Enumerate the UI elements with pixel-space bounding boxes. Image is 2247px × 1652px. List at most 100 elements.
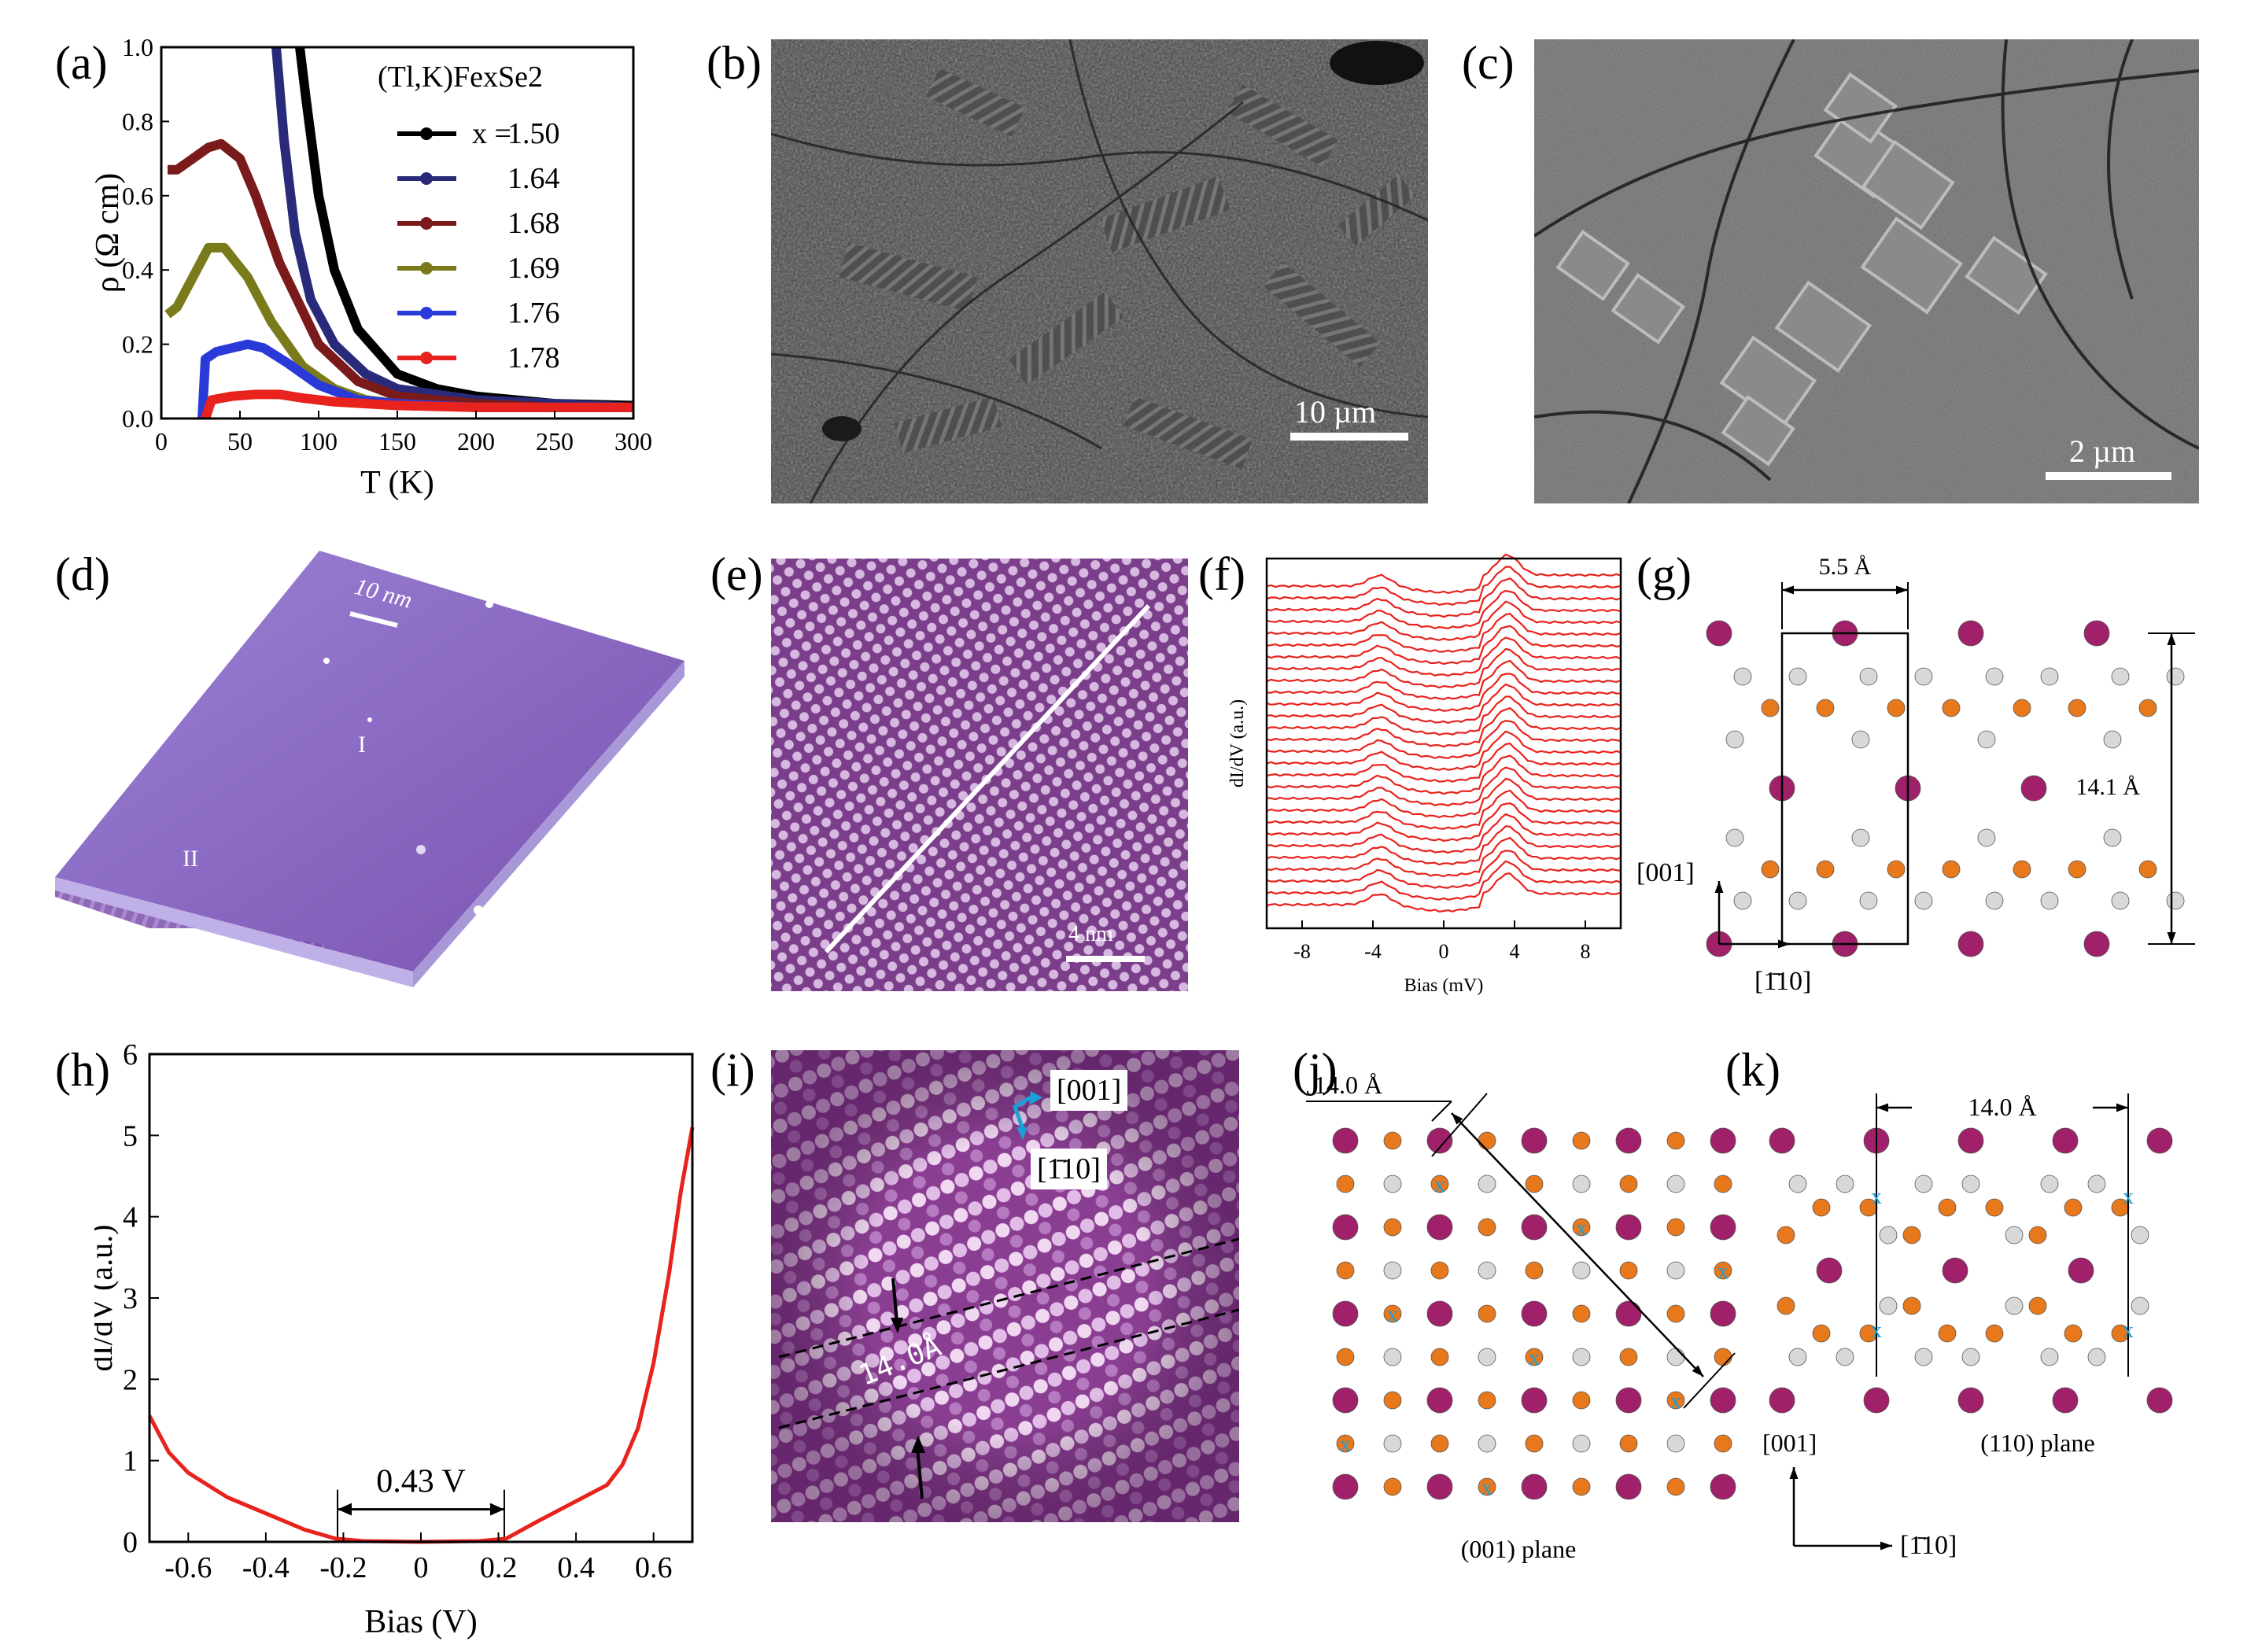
atom — [1961, 1174, 1980, 1193]
y-tick-label: 2 — [123, 1363, 138, 1396]
dim-arrow-left-head — [1876, 1103, 1889, 1112]
atom — [1336, 1261, 1355, 1280]
y-tick-label: 5 — [123, 1119, 138, 1152]
x-tick-label: -0.4 — [242, 1551, 290, 1584]
atom — [1816, 1257, 1843, 1284]
atom — [1788, 891, 1807, 910]
legend-marker-2 — [420, 217, 433, 230]
atom — [1426, 1473, 1453, 1500]
atom — [1619, 1174, 1638, 1193]
atom — [1816, 699, 1835, 717]
atom — [1336, 1174, 1355, 1193]
atom — [1332, 1473, 1359, 1500]
atom — [1426, 1387, 1453, 1414]
atom — [1733, 667, 1752, 686]
atom — [1521, 1387, 1548, 1414]
series-line-2 — [168, 138, 633, 412]
atom — [1666, 1434, 1685, 1453]
axis-arrow-horizontal-head — [1880, 1541, 1892, 1551]
vacancy-mark: x — [1871, 1185, 1882, 1209]
crystal-structure-110-plane: 14.0 Å x x x x [001] (110) plane [1̄10] — [1762, 1093, 2173, 1560]
atom — [2052, 1387, 2079, 1414]
atom — [1332, 1127, 1359, 1154]
atom — [1332, 1300, 1359, 1327]
magenta-atom — [1706, 620, 1732, 647]
panel-label-a: (a) — [55, 37, 108, 89]
atom — [2013, 699, 2031, 717]
atom — [1383, 1434, 1402, 1453]
atom — [2068, 1257, 2094, 1284]
atom — [2146, 1127, 2173, 1154]
atom — [1478, 1174, 1496, 1193]
x-tick-label: -0.2 — [319, 1551, 367, 1584]
x-tick-label: 300 — [614, 427, 652, 455]
atom — [1336, 1434, 1355, 1453]
dir-label-001: [001] — [1050, 1070, 1128, 1111]
atom — [1572, 1218, 1591, 1237]
atom — [1714, 1434, 1732, 1453]
y-tick-label: 3 — [123, 1282, 138, 1315]
spectrum-curve — [1266, 577, 1622, 618]
atom — [1478, 1391, 1496, 1410]
atom — [1525, 1434, 1544, 1453]
spectrum-curve — [1266, 825, 1622, 866]
diagonal-dim-arrow — [1451, 1112, 1704, 1377]
atom — [1714, 1348, 1732, 1366]
atom — [1710, 1127, 1736, 1154]
dim-arrow-right-head — [2116, 1103, 2128, 1112]
atom — [1521, 1127, 1548, 1154]
magenta-atom — [2083, 620, 2110, 647]
stm-atomic-image: 4 nm — [771, 559, 1188, 991]
atom — [1332, 1214, 1359, 1241]
region-label-1: I — [358, 732, 366, 758]
atom — [1383, 1348, 1402, 1366]
atom — [1769, 1387, 1795, 1414]
atom — [1957, 1127, 1984, 1154]
atom — [2111, 891, 2130, 910]
atom — [1478, 1434, 1496, 1453]
atom — [1666, 1261, 1685, 1280]
atom — [1985, 667, 2004, 686]
spectrum-curve — [1266, 706, 1622, 748]
spacing-arrow-top — [891, 1278, 898, 1322]
height-dim-label: 14.1 Å — [2075, 774, 2140, 800]
legend-label-0: 1.50 — [507, 117, 560, 150]
legend-label-5: 1.78 — [507, 341, 560, 374]
atom — [1666, 1477, 1685, 1496]
atom — [2111, 667, 2130, 686]
atom — [1478, 1218, 1496, 1237]
crystal-structure-g: 5.5 Å 14.1 Å [001] [1̄10] — [1636, 554, 2195, 996]
magenta-atom — [2083, 931, 2110, 957]
atom — [1525, 1174, 1544, 1193]
panel-label-b: (b) — [707, 37, 762, 89]
legend-marker-4 — [420, 307, 433, 319]
spectrum-curve — [1266, 566, 1622, 607]
y-axis-label: dI/dV (a.u.) — [1227, 699, 1248, 787]
atom — [1769, 1127, 1795, 1154]
sem-texture — [771, 39, 1428, 503]
scale-bar-b — [1290, 433, 1408, 441]
atom — [1985, 1198, 2004, 1217]
atom — [2131, 1226, 2149, 1245]
atom — [1942, 860, 1961, 879]
dashed-line-2 — [778, 1308, 1239, 1429]
direction-arrows — [1012, 1095, 1032, 1130]
atom — [1714, 1174, 1732, 1193]
y-tick-label: 0.2 — [122, 330, 153, 359]
width-dim-arrow-head — [1782, 585, 1795, 595]
atom — [2052, 1127, 2079, 1154]
atom — [2040, 891, 2059, 910]
atom — [1383, 1477, 1402, 1496]
unit-cell-box — [1780, 632, 1909, 946]
y-tick-label: 6 — [123, 1038, 138, 1071]
spectrum-curve — [1266, 553, 1622, 595]
x-tick-label: 200 — [457, 427, 495, 455]
axis-label-vertical: [001] — [1762, 1429, 1817, 1457]
spectrum-curve — [1266, 813, 1622, 854]
atom — [1619, 1434, 1638, 1453]
atom — [1572, 1304, 1591, 1323]
spectrum-curve — [1266, 754, 1622, 795]
spectrum-curve — [1266, 589, 1622, 629]
spectrum-curve — [1266, 720, 1622, 759]
atom — [1572, 1477, 1591, 1496]
